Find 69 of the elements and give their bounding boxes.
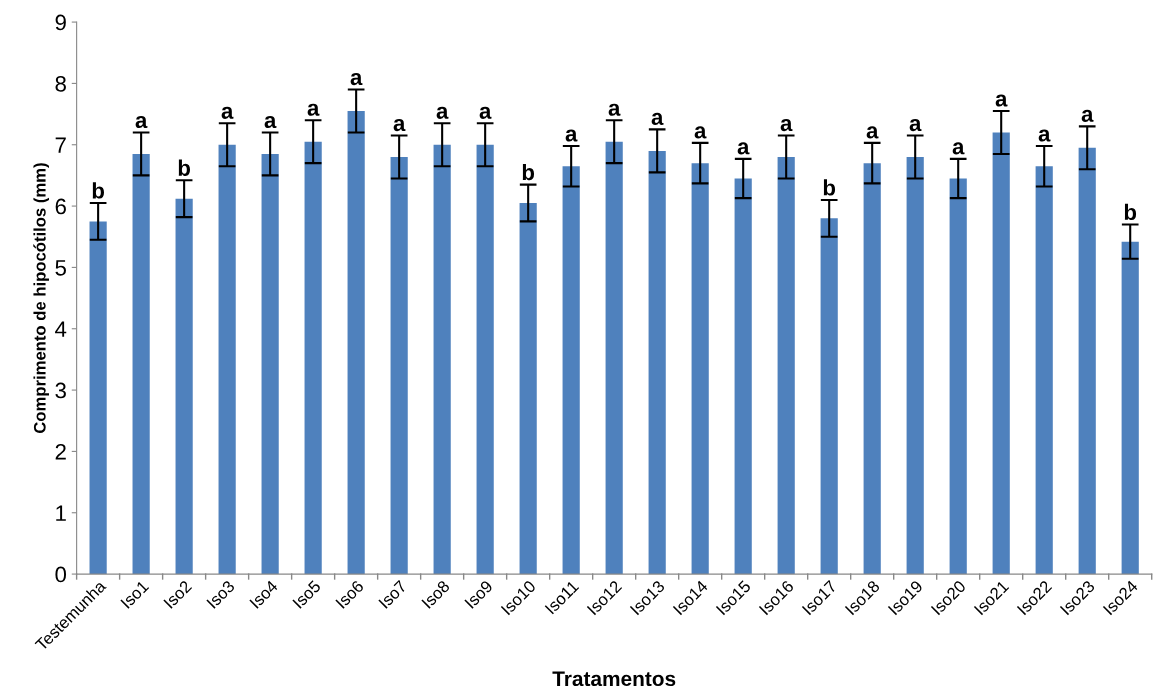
- bar: [691, 163, 709, 575]
- annotation: a: [393, 118, 406, 132]
- annotation: a: [1081, 109, 1094, 122]
- bar: [863, 163, 881, 575]
- bar: [132, 153, 150, 575]
- y-tick-label: 6: [55, 198, 66, 215]
- annotation: a: [135, 115, 148, 129]
- annotation: a: [350, 72, 363, 86]
- annotation: a: [479, 106, 492, 119]
- annotation: a: [565, 129, 578, 142]
- annotation: a: [221, 106, 234, 119]
- annotation: a: [952, 142, 965, 155]
- y-tick-label: 7: [55, 137, 66, 153]
- annotation: a: [995, 94, 1008, 107]
- annotation: a: [780, 118, 793, 132]
- annotation: a: [866, 126, 879, 139]
- bar: [1035, 166, 1053, 575]
- bar: [1121, 241, 1139, 575]
- bar: [820, 218, 838, 575]
- annotation: a: [307, 103, 320, 116]
- y-tick-label: 4: [55, 321, 67, 337]
- bar: [734, 178, 752, 575]
- x-tick-label: Iso8: [421, 579, 451, 609]
- annotation: b: [823, 179, 836, 196]
- bar: [218, 144, 236, 575]
- y-tick-label: 3: [55, 382, 66, 399]
- bar: [476, 144, 494, 575]
- y-tick-label: 0: [55, 566, 67, 583]
- x-tick-label: Iso2: [163, 579, 193, 609]
- annotation: a: [608, 103, 621, 116]
- y-tick-label: 1: [56, 505, 66, 521]
- annotation: b: [178, 159, 191, 176]
- bar: [777, 157, 795, 575]
- y-tick-label: 2: [55, 443, 66, 460]
- bar: [605, 141, 623, 575]
- y-tick-label: 8: [55, 75, 66, 92]
- x-tick-label: Iso9: [464, 579, 494, 609]
- bar: [1078, 147, 1096, 575]
- bar: [347, 111, 365, 575]
- bar: [519, 203, 537, 575]
- annotation: a: [737, 142, 750, 155]
- bar: [949, 178, 967, 575]
- y-tick-label: 5: [55, 260, 66, 276]
- bar: [89, 221, 107, 575]
- annotation: a: [694, 126, 707, 139]
- bar: [390, 157, 408, 575]
- x-tick-label: Iso6: [335, 579, 365, 609]
- annotation: b: [92, 182, 104, 199]
- annotation: a: [1038, 129, 1051, 142]
- annotation: a: [264, 115, 277, 129]
- bar: [433, 144, 451, 575]
- y-tick-label: 9: [55, 14, 66, 31]
- annotation: a: [651, 112, 664, 126]
- bar: [261, 153, 279, 575]
- annotation: b: [522, 163, 535, 181]
- bar: [175, 198, 193, 575]
- x-axis-title: Tratamentos: [552, 671, 676, 687]
- bar: [648, 150, 666, 575]
- bar: [304, 141, 322, 575]
- bar: [906, 157, 924, 575]
- x-tick-label: Iso3: [206, 579, 236, 609]
- annotation: b: [1124, 203, 1137, 221]
- y-axis-title: Comprimento de hipocótilos (mm): [33, 163, 49, 434]
- x-tick-label: Iso4: [249, 579, 279, 609]
- annotation: a: [909, 118, 922, 132]
- annotation: a: [436, 106, 449, 119]
- bar: [562, 166, 580, 575]
- bar: [992, 132, 1010, 575]
- x-tick-label: Iso1: [120, 579, 150, 609]
